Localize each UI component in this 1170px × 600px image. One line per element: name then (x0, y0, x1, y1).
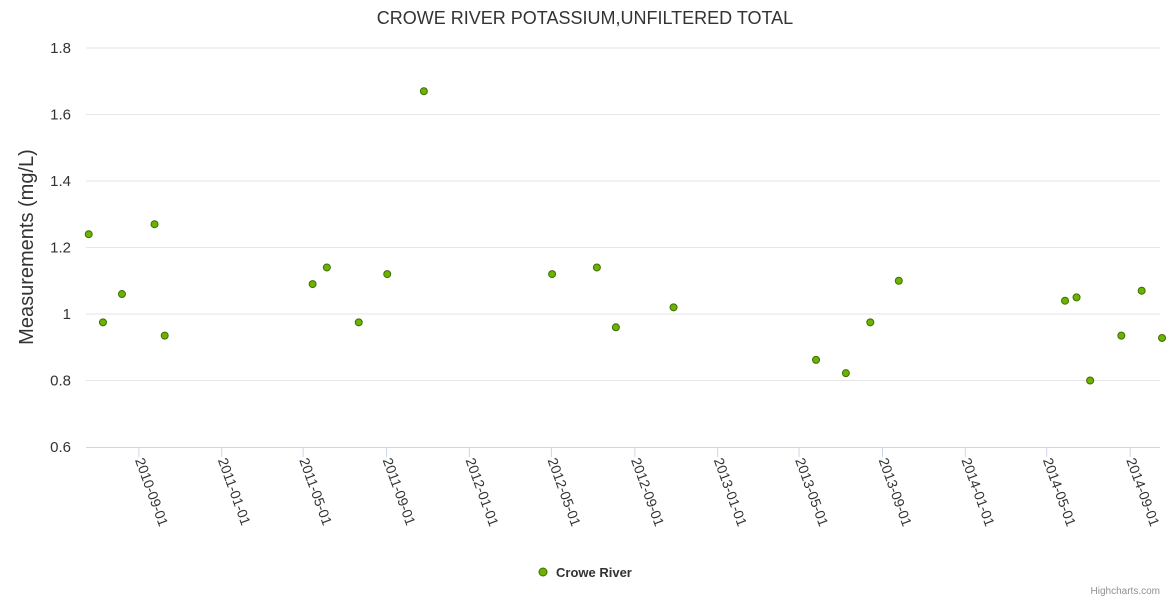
data-point[interactable] (1158, 333, 1167, 342)
data-point[interactable] (1117, 331, 1126, 340)
credits-link[interactable]: Highcharts.com (1091, 586, 1160, 597)
data-point[interactable] (812, 355, 821, 364)
legend-label[interactable]: Crowe River (556, 565, 632, 580)
data-point[interactable] (1072, 293, 1081, 302)
chart-title: CROWE RIVER POTASSIUM,UNFILTERED TOTAL (377, 8, 793, 28)
grid-lines (86, 47, 1160, 381)
y-tick-label: 1.2 (50, 240, 71, 257)
data-point[interactable] (354, 318, 363, 327)
data-point[interactable] (160, 331, 169, 340)
data-point[interactable] (1086, 376, 1095, 385)
data-point[interactable] (592, 263, 601, 272)
legend-marker[interactable] (538, 567, 548, 577)
data-point[interactable] (669, 303, 678, 312)
data-point[interactable] (1137, 286, 1146, 295)
y-tick-label: 0.6 (50, 439, 71, 456)
y-tick-label: 1.8 (50, 40, 71, 57)
data-point[interactable] (98, 318, 107, 327)
legend[interactable]: Crowe River (538, 565, 632, 580)
data-point[interactable] (322, 263, 331, 272)
data-point[interactable] (841, 369, 850, 378)
y-tick-label: 1.6 (50, 107, 71, 124)
y-tick-label: 1.4 (50, 173, 71, 190)
data-point[interactable] (150, 220, 159, 229)
data-point[interactable] (117, 290, 126, 299)
y-tick-label: 1 (63, 306, 71, 323)
x-axis-ticks (138, 447, 1131, 457)
y-tick-label: 0.8 (50, 373, 71, 390)
data-point[interactable] (1061, 296, 1070, 305)
data-point[interactable] (894, 276, 903, 285)
data-point[interactable] (611, 323, 620, 332)
data-point[interactable] (383, 270, 392, 279)
data-point[interactable] (548, 270, 557, 279)
data-point[interactable] (419, 87, 428, 96)
data-point[interactable] (866, 318, 875, 327)
data-point[interactable] (84, 230, 93, 239)
y-axis-labels: 0.6 0.8 1 1.2 1.4 1.6 1.8 (50, 40, 71, 456)
data-point[interactable] (308, 280, 317, 289)
series-crowe-river (84, 87, 1167, 385)
y-axis-title: Measurements (mg/L) (16, 149, 38, 345)
